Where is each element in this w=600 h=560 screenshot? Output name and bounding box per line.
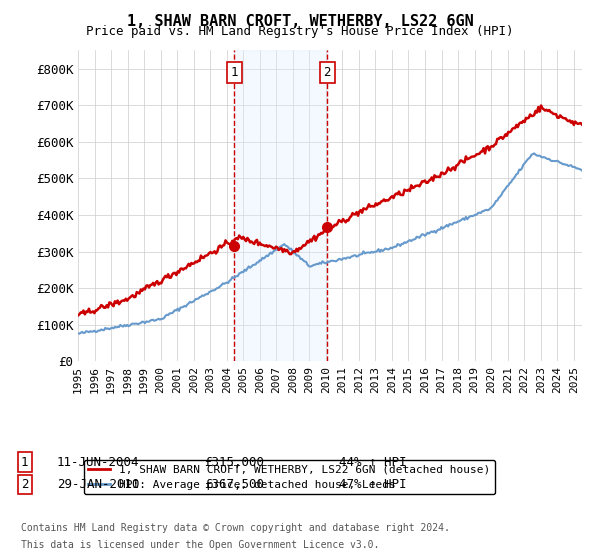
Text: 11-JUN-2004: 11-JUN-2004 [57,455,139,469]
Text: £315,000: £315,000 [204,455,264,469]
Bar [234,50,327,361]
Text: 1, SHAW BARN CROFT, WETHERBY, LS22 6GN: 1, SHAW BARN CROFT, WETHERBY, LS22 6GN [127,14,473,29]
Text: This data is licensed under the Open Government Licence v3.0.: This data is licensed under the Open Gov… [21,540,379,550]
Text: 1: 1 [21,455,29,469]
Text: 47% ↑ HPI: 47% ↑ HPI [339,478,407,491]
Text: 2: 2 [21,478,29,491]
Text: 44% ↑ HPI: 44% ↑ HPI [339,455,407,469]
Legend: 1, SHAW BARN CROFT, WETHERBY, LS22 6GN (detached house), HPI: Average price, det: 1, SHAW BARN CROFT, WETHERBY, LS22 6GN (… [83,460,495,494]
Text: 1: 1 [230,66,238,79]
Text: £367,500: £367,500 [204,478,264,491]
Text: Contains HM Land Registry data © Crown copyright and database right 2024.: Contains HM Land Registry data © Crown c… [21,523,450,533]
Text: 29-JAN-2010: 29-JAN-2010 [57,478,139,491]
Text: 2: 2 [323,66,331,79]
Text: Price paid vs. HM Land Registry's House Price Index (HPI): Price paid vs. HM Land Registry's House … [86,25,514,38]
